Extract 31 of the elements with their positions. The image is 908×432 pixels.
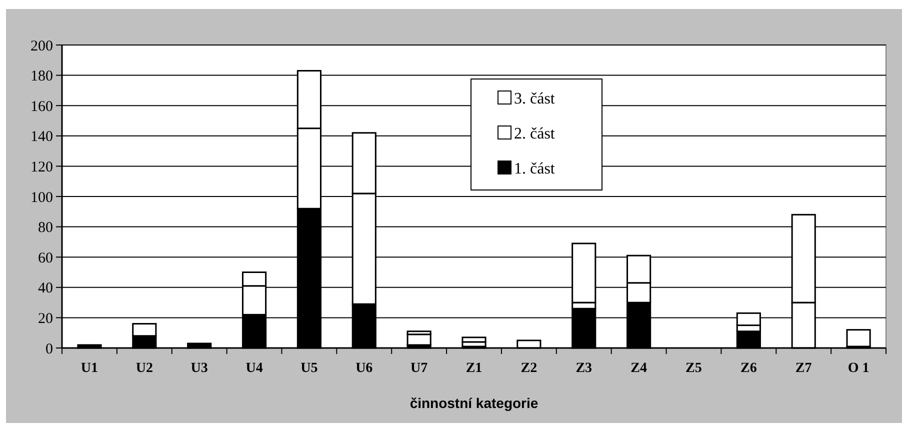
x-tick-label: O 1 xyxy=(848,361,870,376)
y-tick-label: 80 xyxy=(38,220,53,236)
x-tick-label: Z1 xyxy=(466,361,482,376)
x-tick-label: U7 xyxy=(410,361,428,376)
y-tick-label: 40 xyxy=(38,280,53,297)
x-tick-label: U3 xyxy=(190,361,208,376)
y-tick-label: 200 xyxy=(30,38,53,54)
y-tick-label: 140 xyxy=(30,129,53,146)
x-tick-label: U4 xyxy=(246,361,263,376)
y-tick-label: 60 xyxy=(38,250,53,266)
bar xyxy=(462,336,486,343)
x-tick-label: Z5 xyxy=(686,361,702,376)
y-tick-label: 0 xyxy=(46,341,53,358)
x-tick-label: U1 xyxy=(80,361,98,376)
legend-label: 1. část xyxy=(514,160,556,178)
x-tick-label: Z3 xyxy=(576,361,592,376)
y-tick-label: 120 xyxy=(30,159,53,176)
x-tick-label: Z6 xyxy=(740,361,757,376)
x-tick-label: U5 xyxy=(300,361,318,376)
x-tick-label: Z7 xyxy=(795,361,812,376)
x-axis-title: činnostní kategorie xyxy=(410,395,538,411)
x-tick-label: U6 xyxy=(356,361,373,376)
legend-label: 2. část xyxy=(514,126,556,143)
x-tick-label: Z4 xyxy=(630,361,647,376)
x-tick-label: Z2 xyxy=(520,361,538,376)
x-tick-label: U2 xyxy=(136,361,153,376)
y-tick-label: 180 xyxy=(30,68,53,85)
y-tick-label: 20 xyxy=(38,310,53,327)
y-tick-label: 160 xyxy=(30,98,53,115)
legend-label: 3. část xyxy=(514,90,556,108)
y-tick-label: 100 xyxy=(30,190,53,206)
